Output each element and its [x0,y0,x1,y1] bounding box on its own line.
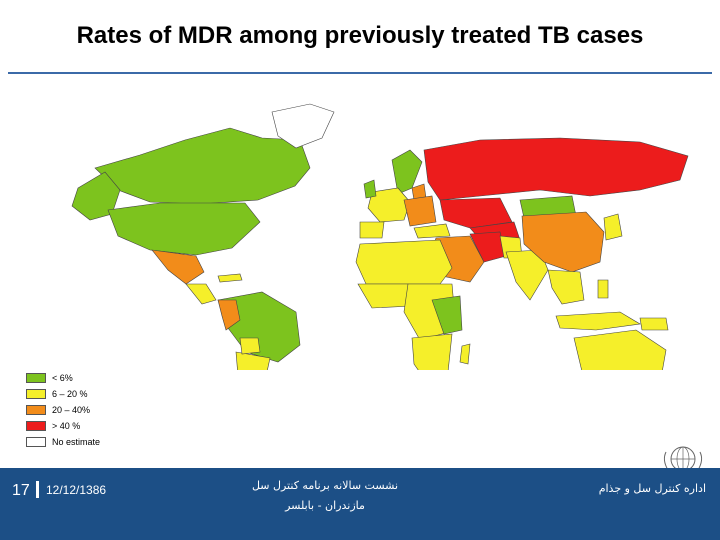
footer-organization: اداره کنترل سل و جذام [598,482,706,495]
region-southern-africa [411,333,453,370]
region-uk [363,179,377,199]
region-central-america [185,283,217,305]
legend-item: < 6% [26,370,100,386]
region-south-america-south [235,351,271,370]
region-indonesia [555,311,641,331]
region-south-america-north [217,291,301,363]
region-east-africa [431,295,463,335]
title-divider [8,72,712,74]
footer-event-line1: نشست سالانه برنامه کنترل سل [251,479,399,492]
region-turkey [413,223,451,239]
slide-date: 12/12/1386 [46,483,107,497]
legend-label: > 40 % [52,421,81,431]
region-papua [639,317,669,331]
region-peru-colombia [217,299,241,331]
region-australia [573,329,667,370]
footer-event-text: نشست سالانه برنامه کنترل سل مازندران - ب… [250,476,400,516]
region-greenland [271,103,335,149]
region-russia [423,137,689,201]
region-madagascar [459,343,471,365]
legend-label: 6 – 20 % [52,389,88,399]
legend-swatch-medium [26,389,46,399]
region-mexico [151,249,205,285]
region-philippines [597,279,609,299]
legend-item: 6 – 20 % [26,386,100,402]
footer-divider [36,481,39,498]
legend-item: No estimate [26,434,100,450]
region-china [521,211,605,273]
region-canada-greenland [94,127,311,205]
region-eastern-europe [403,195,437,227]
region-southeast-asia [547,269,585,305]
legend-swatch-high [26,405,46,415]
slide-title: Rates of MDR among previously treated TB… [76,22,644,49]
legend-label: No estimate [52,437,101,447]
region-korea-japan [603,213,623,241]
legend-swatch-none [26,437,46,447]
legend-label: 20 – 40% [52,405,91,415]
world-map [71,103,689,370]
footer-bar [0,468,720,540]
footer-event-line2: مازندران - بابلسر [285,499,365,512]
legend-label: < 6% [52,373,73,383]
region-usa [107,202,261,256]
region-bolivia [239,337,261,355]
region-caribbean [217,273,243,283]
map-legend: < 6% 6 – 20 % 20 – 40% > 40 % No estimat… [26,370,100,450]
region-north-africa [355,239,453,285]
region-iberia [359,221,385,239]
legend-swatch-very-high [26,421,46,431]
legend-item: 20 – 40% [26,402,100,418]
slide-number: 17 [12,482,30,499]
legend-swatch-low [26,373,46,383]
region-western-europe [367,187,411,223]
region-west-africa [357,283,413,309]
legend-item: > 40 % [26,418,100,434]
